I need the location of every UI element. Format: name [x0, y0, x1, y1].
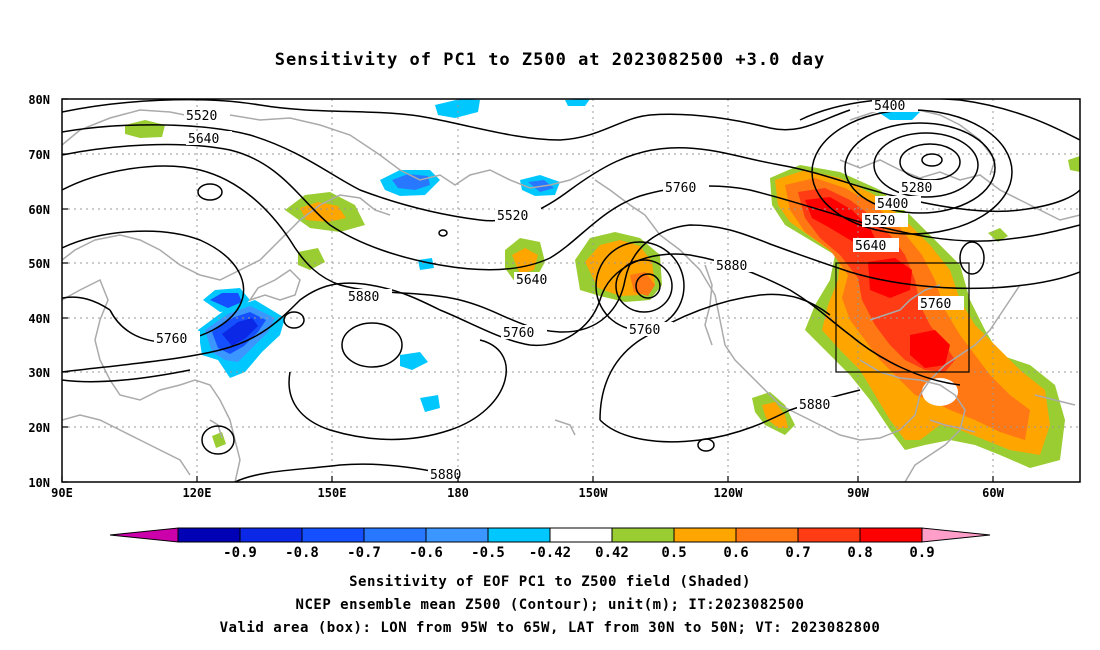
colorbar-segment	[735, 527, 799, 543]
colorbar-label: -0.8	[285, 545, 319, 561]
contour-label: 5400	[877, 197, 908, 212]
lon-label: 150W	[579, 486, 609, 500]
latitude-labels: 80N 70N 60N 50N 40N 30N 20N 10N	[28, 93, 50, 490]
colorbar-right-triangle	[921, 527, 991, 543]
valid-area-box	[835, 262, 970, 373]
colorbar-segment	[363, 527, 427, 543]
contour-label: 5880	[348, 290, 379, 305]
lat-label: 20N	[28, 421, 50, 435]
colorbar-segment	[673, 527, 737, 543]
footer-line-1: Sensitivity of EOF PC1 to Z500 field (Sh…	[349, 574, 751, 590]
lat-label: 70N	[28, 148, 50, 162]
colorbar-segment	[797, 527, 861, 543]
colorbar-label: 0.9	[909, 545, 934, 561]
longitude-labels: 90E 120E 150E 180 150W 120W 90W 60W	[51, 486, 1004, 500]
contour-labels: 5520 5640 5520 5760 5400 5280 5400 5520 …	[154, 98, 964, 483]
colorbar-segment	[611, 527, 675, 543]
lat-label: 80N	[28, 93, 50, 107]
contour-label: 5520	[186, 109, 217, 124]
coastlines	[62, 107, 1080, 482]
contour-label: 5880	[430, 468, 461, 483]
colorbar-label: -0.9	[223, 545, 257, 561]
contour-label: 5280	[901, 181, 932, 196]
plot-frame	[61, 98, 1081, 483]
lon-label: 120W	[714, 486, 744, 500]
colorbar-segment	[549, 527, 613, 543]
lat-label: 60N	[28, 203, 50, 217]
footer-line-3: Valid area (box): LON from 95W to 65W, L…	[219, 620, 881, 636]
lon-label: 120E	[183, 486, 212, 500]
colorbar-segment	[859, 527, 923, 543]
map-title: Sensitivity of PC1 to Z500 at 2023082500…	[274, 50, 826, 70]
colorbar-label: -0.6	[409, 545, 443, 561]
colorbar-label: 0.6	[723, 545, 748, 561]
colorbar-label: -0.42	[529, 545, 571, 561]
contour-label: 5760	[665, 181, 696, 196]
contour-label: 5520	[497, 209, 528, 224]
contour-label: 5760	[156, 332, 187, 347]
lat-label: 40N	[28, 312, 50, 326]
contour-label: 5880	[799, 398, 830, 413]
grid	[62, 99, 1080, 482]
contour-label: 5880	[716, 259, 747, 274]
contour-label: 5760	[920, 297, 951, 312]
colorbar-left-triangle	[109, 527, 179, 543]
axis-ticks	[61, 98, 994, 483]
colorbar-segment	[177, 527, 241, 543]
contour-label: 5400	[874, 99, 905, 114]
colorbar-label: 0.42	[595, 545, 629, 561]
lon-label: 60W	[982, 486, 1004, 500]
lat-label: 10N	[28, 476, 50, 490]
footer-line-2: NCEP ensemble mean Z500 (Contour); unit(…	[295, 597, 805, 613]
colorbar-label: -0.7	[347, 545, 381, 561]
colorbar-segment	[425, 527, 489, 543]
colorbar-segment	[301, 527, 365, 543]
colorbar-label: -0.5	[471, 545, 505, 561]
contour-label: 5520	[864, 214, 895, 229]
lon-label: 180	[447, 486, 469, 500]
lon-label: 90W	[847, 486, 869, 500]
lat-label: 30N	[28, 366, 50, 380]
lat-label: 50N	[28, 257, 50, 271]
colorbar-segment	[487, 527, 551, 543]
lon-label: 150E	[318, 486, 347, 500]
contour-label: 5640	[188, 132, 219, 147]
colorbar: -0.9 -0.8 -0.7 -0.6 -0.5 -0.42 0.42 0.5 0.6 0.7 0.…	[109, 527, 991, 561]
lon-label: 90E	[51, 486, 73, 500]
colorbar-label: 0.7	[785, 545, 810, 561]
contour-label: 5760	[503, 326, 534, 341]
contour-label: 5640	[516, 273, 547, 288]
colorbar-segment	[239, 527, 303, 543]
contour-label: 5760	[629, 323, 660, 338]
colorbar-label: 0.8	[847, 545, 872, 561]
colorbar-label: 0.5	[661, 545, 686, 561]
contour-label: 5640	[855, 239, 886, 254]
